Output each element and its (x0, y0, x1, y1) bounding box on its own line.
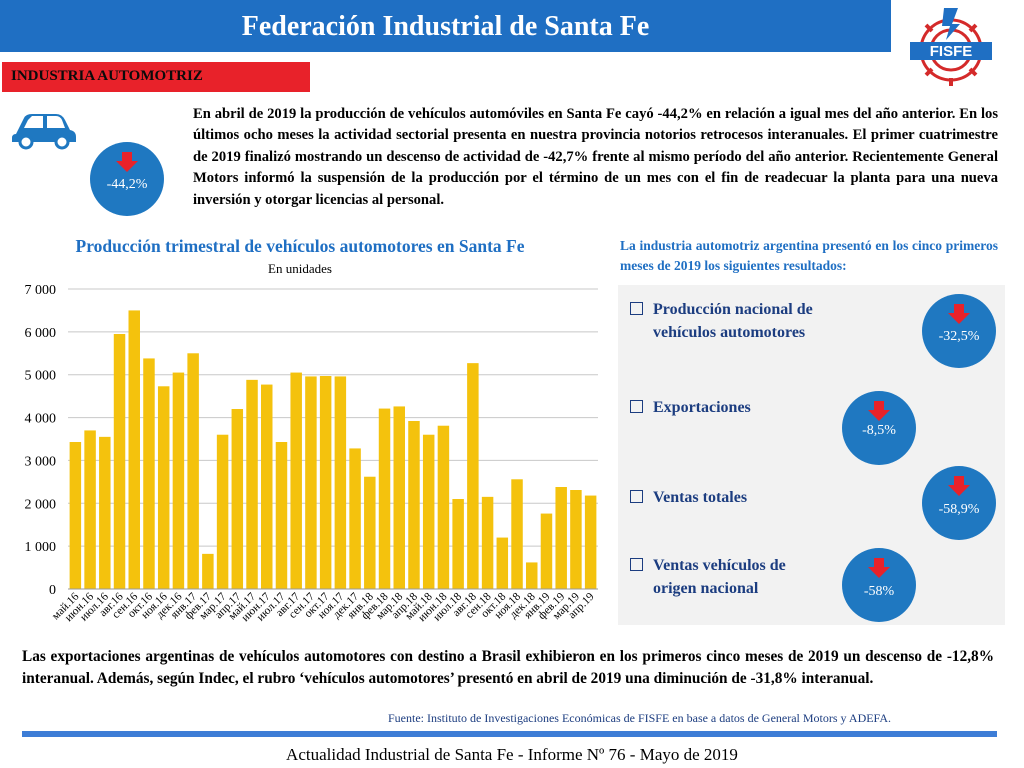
checkbox-icon (630, 489, 643, 503)
result-value: -58% (863, 584, 895, 599)
bar (290, 372, 302, 589)
result-badge-exports: -8,5% (842, 391, 916, 465)
result-label-line: Ventas vehículos de (653, 557, 786, 574)
footer-text: Actualidad Industrial de Santa Fe - Info… (286, 745, 738, 764)
bar (393, 406, 405, 589)
footer-divider (22, 731, 997, 737)
bar (422, 434, 435, 589)
page-title: Federación Industrial de Santa Fe (241, 11, 650, 42)
result-item-exports: Exportaciones (630, 396, 751, 419)
bar (216, 434, 229, 589)
bar (275, 442, 288, 589)
bar (481, 496, 494, 589)
chart-title: Producción trimestral de vehículos autom… (75, 236, 525, 256)
bar (349, 448, 361, 589)
checkbox-icon (630, 399, 643, 413)
bar (540, 513, 553, 589)
bar (364, 476, 376, 589)
bottom-paragraph: Las exportaciones argentinas de vehículo… (22, 648, 994, 687)
bar (555, 487, 567, 589)
bar (452, 499, 464, 589)
bar (408, 421, 420, 589)
result-label-line: vehículos automotores (653, 324, 806, 341)
down-arrow-icon (868, 558, 890, 578)
bar (526, 562, 538, 589)
section-label: INDUSTRIA AUTOMOTRIZ (11, 68, 203, 84)
down-arrow-icon (948, 476, 970, 496)
bar (84, 430, 96, 589)
result-label-line: Ventas totales (653, 489, 748, 506)
y-tick-label: 4 000 (25, 412, 57, 427)
bar (187, 353, 199, 589)
result-item-production: Producción nacional de vehículos automoto… (630, 298, 813, 344)
down-arrow-icon (116, 152, 138, 172)
car-icon (12, 114, 76, 150)
result-badge-total-sales: -58,9% (922, 466, 996, 540)
bar (202, 553, 214, 589)
bar (128, 310, 140, 589)
chart-subtitle: En unidades (268, 261, 332, 276)
bar (319, 376, 332, 589)
y-tick-label: 2 000 (25, 497, 57, 512)
result-label-line: Exportaciones (653, 399, 751, 416)
y-tick-label: 6 000 (25, 326, 57, 341)
result-value: -32,5% (938, 329, 980, 344)
bar (261, 384, 273, 589)
bar (584, 495, 597, 589)
down-arrow-icon (868, 401, 890, 421)
bar (467, 363, 479, 589)
y-tick-label: 3 000 (25, 454, 57, 469)
bar (69, 442, 82, 589)
bar (496, 537, 509, 589)
intro-paragraph: En abril de 2019 la producción de vehícu… (193, 106, 998, 208)
checkbox-icon (630, 557, 643, 571)
result-badge-national-sales: -58% (842, 548, 916, 622)
result-badge-production: -32,5% (922, 294, 996, 368)
bar (378, 408, 391, 589)
bar (334, 376, 347, 589)
bar (99, 436, 111, 589)
result-label-line: Producción nacional de (653, 301, 813, 318)
y-tick-label: 0 (49, 583, 56, 598)
bar (157, 386, 170, 589)
result-value: -8,5% (862, 423, 896, 438)
bar (231, 409, 244, 589)
bar (172, 372, 185, 589)
y-tick-label: 1 000 (25, 540, 57, 555)
y-tick-label: 7 000 (25, 283, 57, 298)
bar (511, 479, 523, 589)
y-tick-label: 5 000 (25, 369, 57, 384)
bar (437, 425, 450, 589)
title-bar (0, 0, 891, 52)
bar (305, 376, 317, 589)
main-change-value: -44,2% (106, 177, 148, 192)
bar (570, 490, 582, 589)
section-tag: INDUSTRIA AUTOMOTRIZ (2, 62, 310, 92)
bar (246, 379, 258, 589)
result-item-national-sales: Ventas vehículos de origen nacional (630, 554, 786, 600)
source-note: Fuente: Instituto de Investigaciones Eco… (388, 711, 892, 725)
logo-text: FISFE (930, 43, 973, 60)
main-change-badge: -44,2% (90, 142, 164, 216)
right-heading: La industria automotriz argentina presen… (620, 238, 998, 273)
result-label-line: origen nacional (653, 580, 759, 597)
checkbox-icon (630, 301, 643, 315)
result-item-total-sales: Ventas totales (630, 486, 747, 509)
bar (143, 358, 155, 589)
down-arrow-icon (948, 304, 970, 324)
bar (113, 334, 126, 589)
fisfe-logo: FISFE (910, 8, 992, 86)
result-value: -58,9% (938, 502, 980, 517)
